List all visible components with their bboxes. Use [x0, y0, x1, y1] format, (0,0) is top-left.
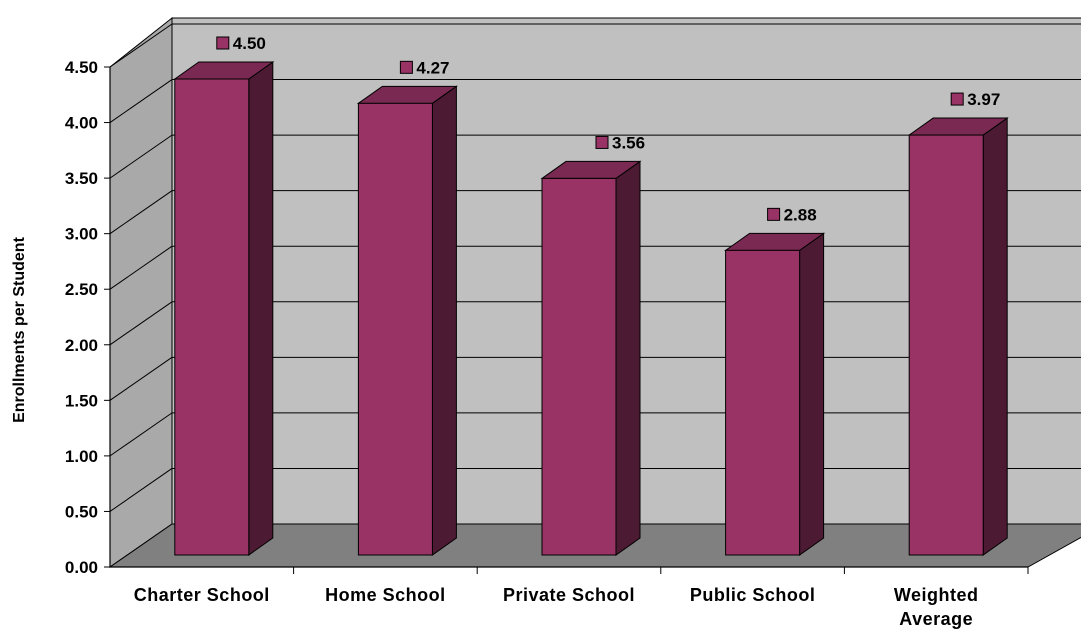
data-label-marker: [595, 135, 609, 149]
gridline-side: [109, 412, 173, 457]
bar-front: [725, 249, 801, 556]
bar: [724, 232, 826, 556]
gridline-side: [109, 79, 173, 123]
x-tick-label: Home School: [325, 585, 446, 605]
y-tick-label: 4.00: [65, 114, 98, 133]
x-tick-label: Public School: [690, 585, 816, 605]
bar-side: [982, 117, 1008, 556]
data-label: 3.56: [612, 133, 645, 152]
gridline-side: [109, 468, 173, 512]
data-label: 4.27: [416, 58, 449, 77]
bar: [173, 61, 275, 556]
bar-side: [431, 85, 457, 556]
bar-side: [799, 232, 825, 556]
bar: [356, 85, 458, 556]
bar: [907, 117, 1009, 556]
bar-front: [908, 134, 984, 556]
x-tick-label: Weighted: [894, 585, 979, 605]
axes: 0.00 0.50 1.00 1.50 2.00 2.50 3.00 3.50 4.00 4.50…: [65, 58, 1029, 629]
bar-front: [174, 78, 250, 556]
gridline-side: [109, 245, 173, 290]
y-tick-label: 0.50: [65, 502, 98, 521]
x-tick-label: Private School: [503, 585, 635, 605]
gridline-side: [109, 301, 173, 346]
data-label: 2.88: [784, 205, 817, 224]
bar-side: [615, 160, 641, 556]
data-label-marker: [950, 92, 964, 106]
gridline-side: [109, 356, 173, 401]
gridline-side: [109, 190, 173, 235]
bar: [540, 160, 642, 556]
bar-side: [248, 61, 274, 556]
bars: 4.50 4.27 3.56 2.88 3.97: [173, 34, 1009, 556]
y-tick-label: 2.50: [65, 280, 98, 299]
gridline-side: [109, 23, 173, 68]
data-label-marker: [399, 60, 413, 74]
data-label-marker: [216, 36, 230, 50]
y-tick-label: 1.00: [65, 447, 98, 466]
side-wall: [109, 16, 173, 568]
y-tick-label: 4.50: [65, 58, 98, 77]
data-label: 3.97: [967, 90, 1000, 109]
y-tick-label: 1.50: [65, 391, 98, 410]
y-axis-title: Enrollments per Student: [11, 236, 28, 422]
y-tick-label: 0.00: [65, 558, 98, 577]
bar-front: [541, 177, 617, 556]
bar-front: [357, 102, 433, 556]
data-label-marker: [767, 207, 781, 221]
x-tick-label: Charter School: [134, 585, 270, 605]
data-label: 4.50: [233, 34, 266, 53]
y-tick-label: 2.00: [65, 336, 98, 355]
x-tick-label: Average: [899, 609, 973, 629]
y-tick-label: 3.00: [65, 225, 98, 244]
y-tick-label: 3.50: [65, 169, 98, 188]
gridline-side: [109, 134, 173, 179]
